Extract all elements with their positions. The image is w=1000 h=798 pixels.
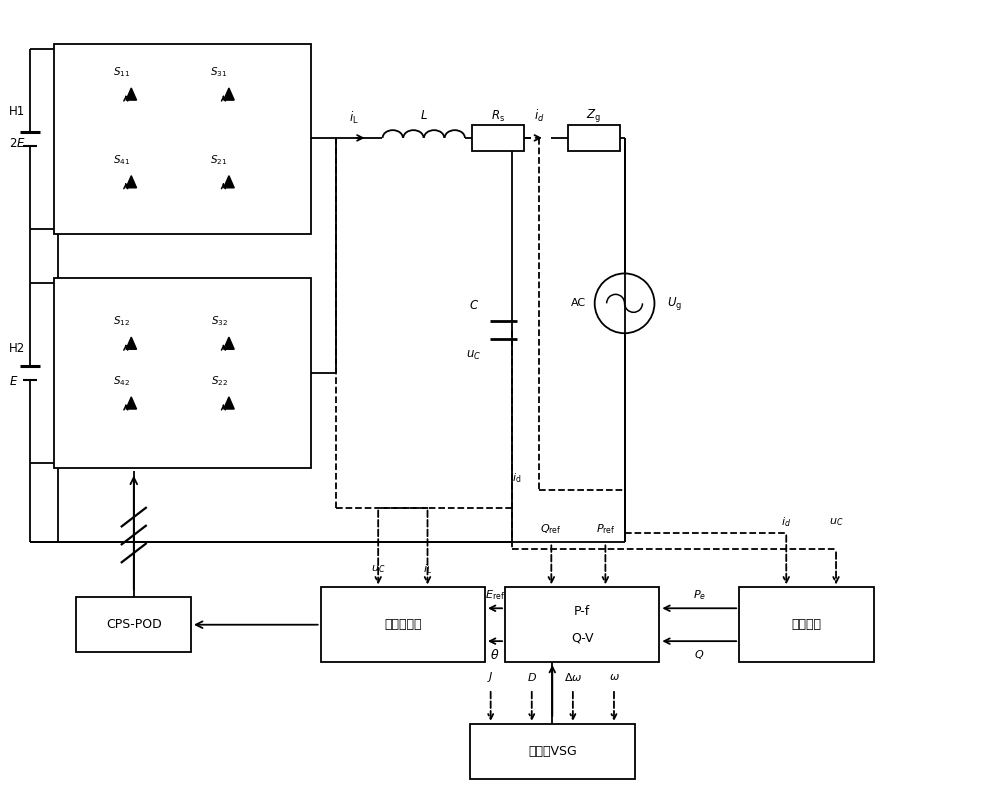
Text: $i_d$: $i_d$ xyxy=(534,108,544,124)
Text: $\Delta\omega$: $\Delta\omega$ xyxy=(564,671,582,683)
Text: $Q_{\rm ref}$: $Q_{\rm ref}$ xyxy=(540,523,562,536)
Polygon shape xyxy=(224,176,234,188)
Text: $P_e$: $P_e$ xyxy=(693,588,706,602)
Text: $C$: $C$ xyxy=(469,298,479,312)
Text: 电压电流环: 电压电流环 xyxy=(384,618,422,631)
Bar xyxy=(470,724,635,779)
Text: $Q$: $Q$ xyxy=(694,648,704,661)
Text: $L$: $L$ xyxy=(420,109,428,122)
Bar xyxy=(54,44,311,234)
Bar xyxy=(76,598,191,652)
Text: $u_C$: $u_C$ xyxy=(466,349,482,361)
Text: $D$: $D$ xyxy=(527,671,537,683)
Bar xyxy=(321,587,485,662)
Text: $u_C$: $u_C$ xyxy=(829,516,843,528)
Text: $\theta$: $\theta$ xyxy=(490,648,500,662)
Text: $i_d$: $i_d$ xyxy=(781,516,791,529)
Polygon shape xyxy=(126,397,137,409)
Bar xyxy=(54,279,311,468)
Text: $S_{12}$: $S_{12}$ xyxy=(113,314,130,328)
Text: $P_{\rm ref}$: $P_{\rm ref}$ xyxy=(596,523,615,536)
Text: $\omega$: $\omega$ xyxy=(609,672,619,682)
Text: $S_{32}$: $S_{32}$ xyxy=(211,314,228,328)
Text: $i_{\rm d}$: $i_{\rm d}$ xyxy=(512,471,522,484)
Text: H2: H2 xyxy=(9,342,25,354)
Text: $J$: $J$ xyxy=(487,670,494,684)
Text: Q-V: Q-V xyxy=(571,632,593,645)
Text: $S_{31}$: $S_{31}$ xyxy=(210,65,228,79)
Text: $E$: $E$ xyxy=(9,374,18,388)
Bar xyxy=(739,587,874,662)
Text: CPS-POD: CPS-POD xyxy=(106,618,162,631)
Text: $R_{\rm s}$: $R_{\rm s}$ xyxy=(491,109,505,124)
Bar xyxy=(568,125,620,151)
Text: 功率计算: 功率计算 xyxy=(791,618,821,631)
Text: $S_{11}$: $S_{11}$ xyxy=(113,65,130,79)
Polygon shape xyxy=(224,337,234,350)
Text: $S_{42}$: $S_{42}$ xyxy=(113,374,130,388)
Polygon shape xyxy=(126,176,137,188)
Polygon shape xyxy=(126,337,137,350)
Polygon shape xyxy=(224,88,234,100)
Text: $Z_{\rm g}$: $Z_{\rm g}$ xyxy=(586,108,601,124)
Text: 2$E$: 2$E$ xyxy=(9,137,26,150)
Text: 自适应VSG: 自适应VSG xyxy=(528,745,577,758)
Polygon shape xyxy=(126,88,137,100)
Bar xyxy=(505,587,659,662)
Text: AC: AC xyxy=(571,298,586,308)
Text: $i_L$: $i_L$ xyxy=(423,563,432,576)
Text: $u_C$: $u_C$ xyxy=(371,563,385,575)
Text: $i_{\rm L}$: $i_{\rm L}$ xyxy=(349,110,358,126)
Text: P-f: P-f xyxy=(574,605,590,618)
Text: H1: H1 xyxy=(9,105,25,117)
Text: $U_{\rm g}$: $U_{\rm g}$ xyxy=(667,294,682,312)
Text: $S_{41}$: $S_{41}$ xyxy=(113,153,130,167)
Text: $S_{21}$: $S_{21}$ xyxy=(210,153,228,167)
Text: $E_{\rm ref}$: $E_{\rm ref}$ xyxy=(485,588,505,602)
Text: $S_{22}$: $S_{22}$ xyxy=(211,374,228,388)
Bar xyxy=(472,125,524,151)
Polygon shape xyxy=(224,397,234,409)
